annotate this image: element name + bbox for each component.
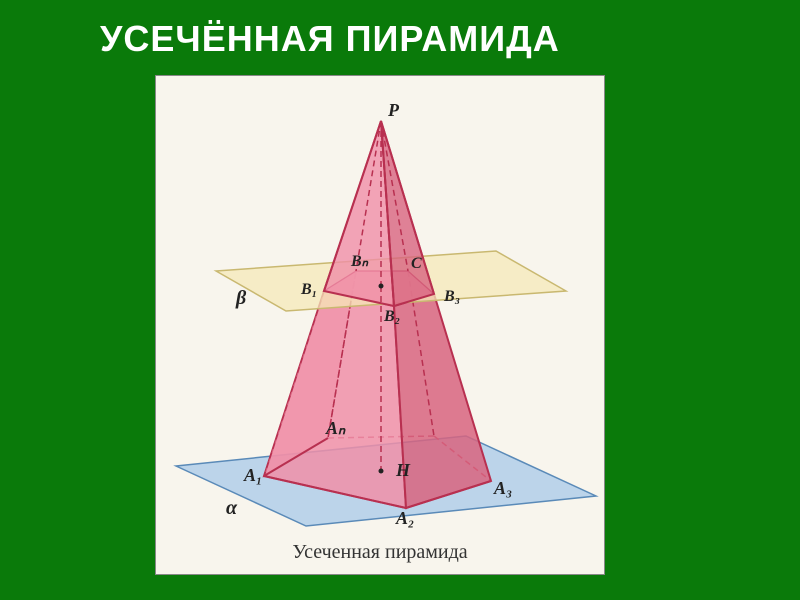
figure-caption: Усеченная пирамида — [156, 541, 604, 564]
svg-text:C: C — [411, 255, 422, 272]
slide-title: УСЕЧЁННАЯ ПИРАМИДА — [100, 18, 560, 60]
svg-text:Bₙ: Bₙ — [350, 253, 369, 270]
svg-text:A₁: A₁ — [243, 465, 262, 485]
svg-text:P: P — [387, 100, 400, 120]
svg-text:α: α — [226, 497, 238, 519]
svg-text:β: β — [235, 287, 247, 309]
svg-text:A₃: A₃ — [493, 478, 512, 498]
svg-text:Aₙ: Aₙ — [325, 418, 346, 438]
svg-text:A₂: A₂ — [395, 508, 414, 528]
figure-container: P B₁ Bₙ C B₂ B₃ A₁ Aₙ A₂ A₃ Hβ α Усеченная пирамида — [155, 75, 605, 575]
svg-text:B₁: B₁ — [300, 281, 317, 298]
svg-text:B₃: B₃ — [443, 288, 460, 305]
svg-text:H: H — [395, 460, 411, 480]
truncated-pyramid-diagram: P B₁ Bₙ C B₂ B₃ A₁ Aₙ A₂ A₃ Hβ α — [156, 76, 606, 546]
svg-text:B₂: B₂ — [383, 308, 400, 325]
